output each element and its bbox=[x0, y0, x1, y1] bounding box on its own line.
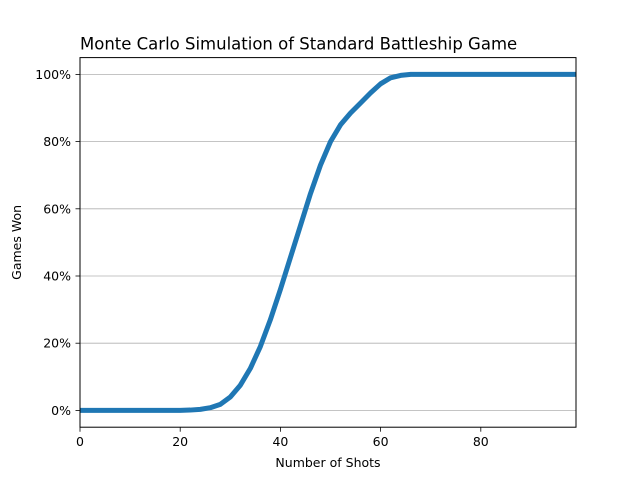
x-axis-label: Number of Shots bbox=[275, 455, 380, 470]
grid-lines bbox=[80, 74, 576, 411]
y-tick-label: 40% bbox=[43, 269, 71, 284]
x-tick-label: 80 bbox=[473, 434, 489, 449]
plot-frame bbox=[79, 57, 577, 428]
x-axis-ticks: 0 20 40 60 80 bbox=[76, 427, 489, 449]
y-tick-label: 100% bbox=[35, 67, 71, 82]
y-tick-label: 20% bbox=[43, 336, 71, 351]
chart-title: Monte Carlo Simulation of Standard Battl… bbox=[80, 35, 517, 54]
x-tick-label: 60 bbox=[373, 434, 389, 449]
y-axis-ticks: 0% 20% 40% 60% 80% 100% bbox=[35, 67, 80, 418]
y-tick-label: 80% bbox=[43, 134, 71, 149]
x-tick-label: 0 bbox=[76, 434, 84, 449]
y-tick-label: 0% bbox=[51, 403, 71, 418]
x-tick-label: 20 bbox=[172, 434, 188, 449]
x-tick-label: 40 bbox=[272, 434, 288, 449]
series-line bbox=[80, 71, 576, 413]
y-axis-label: Games Won bbox=[9, 205, 24, 280]
y-tick-label: 60% bbox=[43, 201, 71, 216]
series-lines bbox=[80, 71, 576, 413]
